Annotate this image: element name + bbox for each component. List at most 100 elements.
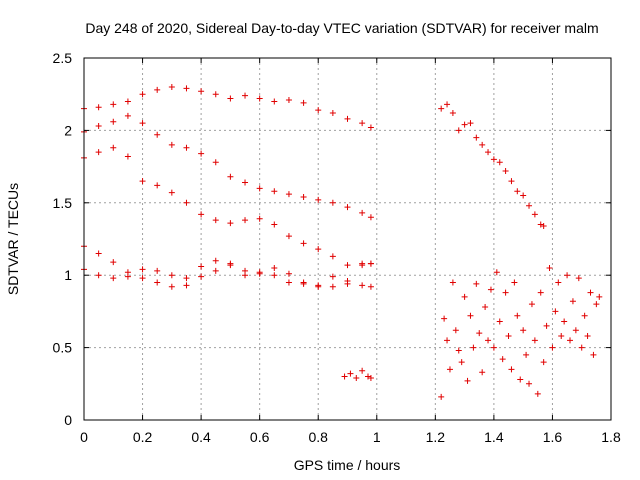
data-point [212, 257, 219, 264]
x-tick-label: 0.8 [308, 429, 328, 445]
data-point [242, 217, 249, 224]
data-point [578, 344, 585, 351]
data-point [198, 263, 205, 270]
data-point [154, 86, 161, 93]
data-point [359, 262, 366, 269]
data-point [271, 188, 278, 195]
data-point [473, 134, 480, 141]
x-tick-label: 1.8 [601, 429, 621, 445]
data-point [329, 253, 336, 260]
data-point [110, 144, 117, 151]
data-point [587, 289, 594, 296]
data-point [508, 178, 515, 185]
data-point [168, 272, 175, 279]
x-tick-label: 0.4 [191, 429, 211, 445]
data-point [473, 280, 480, 287]
data-point [455, 347, 462, 354]
data-point [168, 283, 175, 290]
data-point [353, 375, 360, 382]
data-point [344, 204, 351, 211]
data-point [514, 312, 521, 319]
data-point [271, 98, 278, 105]
data-point [364, 373, 371, 380]
data-point [470, 344, 477, 351]
data-point [575, 275, 582, 282]
data-point [124, 98, 131, 105]
data-point [315, 196, 322, 203]
data-point [485, 337, 492, 344]
points-layer [81, 83, 603, 400]
data-point [558, 333, 565, 340]
x-tick-label: 0 [80, 429, 88, 445]
data-point [461, 293, 468, 300]
data-point [256, 185, 263, 192]
data-point [183, 85, 190, 92]
data-point [198, 88, 205, 95]
data-point [359, 209, 366, 216]
data-point [485, 149, 492, 156]
data-point [300, 99, 307, 106]
chart-title: Day 248 of 2020, Sidereal Day-to-day VTE… [85, 20, 598, 36]
data-point [154, 279, 161, 286]
data-point [227, 220, 234, 227]
data-point [449, 279, 456, 286]
data-point [124, 273, 131, 280]
data-point [168, 141, 175, 148]
data-point [154, 182, 161, 189]
data-point [531, 337, 538, 344]
data-point [285, 270, 292, 277]
data-point [139, 178, 146, 185]
data-point [564, 272, 571, 279]
data-point [227, 95, 234, 102]
data-point [271, 272, 278, 279]
data-point [441, 315, 448, 322]
x-tick-label: 1.4 [484, 429, 504, 445]
data-point [359, 367, 366, 374]
data-point [523, 351, 530, 358]
data-point [490, 344, 497, 351]
data-point [198, 150, 205, 157]
data-point [95, 123, 102, 130]
data-point [552, 308, 559, 315]
data-point [455, 127, 462, 134]
plot-frame [83, 57, 612, 421]
data-point [464, 377, 471, 384]
data-point [482, 304, 489, 311]
x-axis-label: GPS time / hours [294, 457, 401, 473]
data-point [479, 369, 486, 376]
data-point [438, 105, 445, 112]
data-point [561, 318, 568, 325]
data-point [593, 301, 600, 308]
data-point [139, 266, 146, 273]
ticks-layer: 0 0.2 0.4 0.6 0.8 1 1.2 1.4 1.6 1.8 0 0.5 1 1.5 2 2.5 [53, 50, 621, 445]
data-point [271, 221, 278, 228]
series-track-1 [81, 83, 374, 131]
series-track-7 [438, 101, 547, 229]
data-point [256, 215, 263, 222]
data-point [526, 202, 533, 209]
data-point [183, 282, 190, 289]
data-point [528, 301, 535, 308]
data-point [490, 156, 497, 163]
data-point [168, 83, 175, 90]
data-point [549, 344, 556, 351]
data-point [110, 275, 117, 282]
data-point [517, 376, 524, 383]
data-point [555, 279, 562, 286]
data-point [183, 144, 190, 151]
data-point [154, 267, 161, 274]
data-point [452, 327, 459, 334]
data-point [520, 327, 527, 334]
data-point [502, 289, 509, 296]
data-point [359, 282, 366, 289]
data-point [537, 289, 544, 296]
data-point [487, 286, 494, 293]
data-point [449, 110, 456, 117]
data-point [511, 279, 518, 286]
data-point [505, 333, 512, 340]
data-point [596, 293, 603, 300]
data-point [476, 330, 483, 337]
x-tick-label: 0.2 [133, 429, 153, 445]
data-point [242, 272, 249, 279]
